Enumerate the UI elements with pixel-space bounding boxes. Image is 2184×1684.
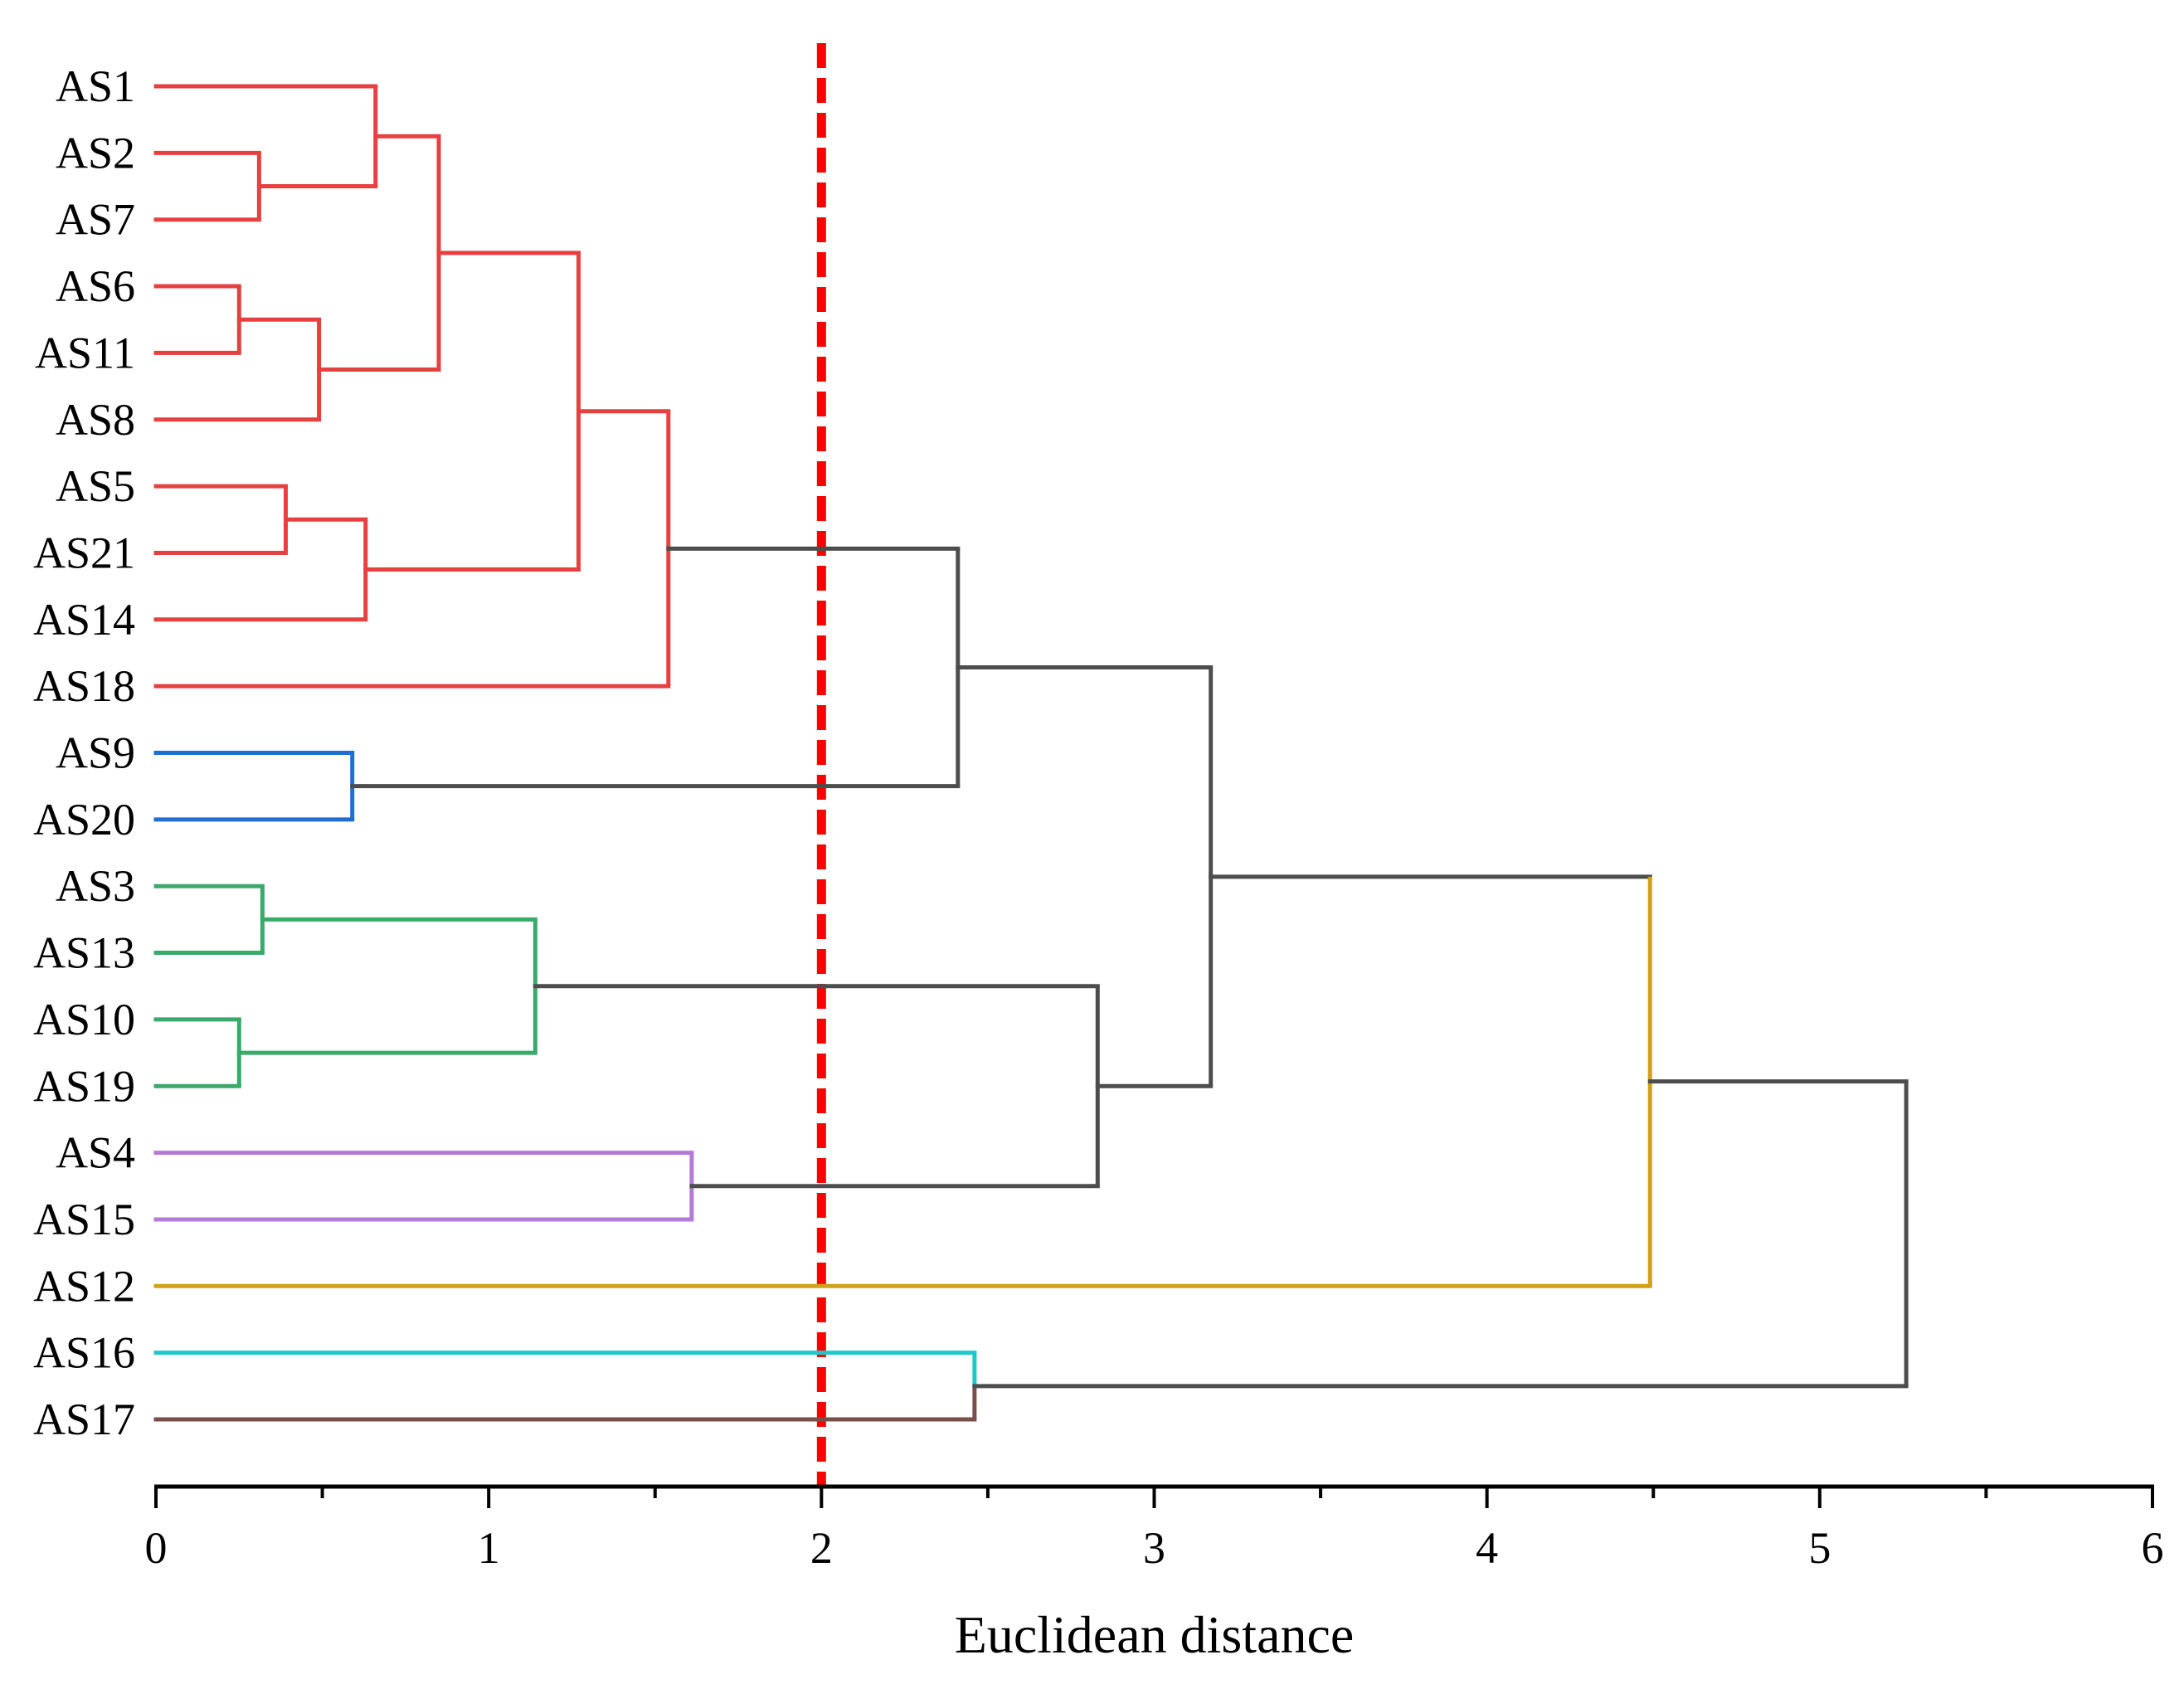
leaf-label-as20: AS20 [33, 795, 135, 844]
leaf-label-as11: AS11 [35, 328, 135, 377]
x-axis-title: Euclidean distance [955, 1605, 1355, 1664]
x-tick-label: 1 [478, 1523, 500, 1573]
x-tick-label: 6 [2142, 1523, 2164, 1573]
x-tick-label: 5 [1808, 1523, 1831, 1573]
leaf-label-as2: AS2 [56, 128, 135, 178]
leaf-label-as6: AS6 [56, 261, 135, 311]
leaf-label-as1: AS1 [56, 61, 135, 111]
leaf-label-as16: AS16 [33, 1328, 135, 1378]
leaf-label-as21: AS21 [33, 528, 135, 577]
x-tick-label: 4 [1476, 1523, 1498, 1573]
leaf-label-as14: AS14 [33, 595, 135, 645]
leaf-label-as3: AS3 [56, 861, 135, 911]
leaf-label-as7: AS7 [56, 195, 135, 245]
leaf-label-as19: AS19 [33, 1061, 135, 1111]
leaf-label-as12: AS12 [33, 1261, 135, 1311]
leaf-label-as8: AS8 [56, 395, 135, 445]
leaf-labels: AS1 AS2 AS7 AS6 AS11 AS8 AS5 AS21 AS14 AS18 AS9 AS2… [33, 61, 135, 1444]
leaf-label-as15: AS15 [33, 1195, 135, 1244]
x-axis: 0 1 2 3 4 5 6 [145, 1484, 2164, 1573]
leaf-label-as10: AS10 [33, 995, 135, 1044]
leaf-label-as17: AS17 [33, 1394, 135, 1444]
leaf-label-as5: AS5 [56, 461, 135, 511]
x-tick-label: 0 [145, 1523, 168, 1573]
leaf-label-as9: AS9 [56, 728, 135, 778]
x-tick-label: 3 [1143, 1523, 1165, 1573]
dendrogram-branches [153, 84, 1909, 1422]
x-tick-label: 2 [810, 1523, 833, 1573]
leaf-label-as18: AS18 [33, 661, 135, 711]
leaf-label-as13: AS13 [33, 928, 135, 978]
leaf-label-as4: AS4 [56, 1128, 135, 1178]
